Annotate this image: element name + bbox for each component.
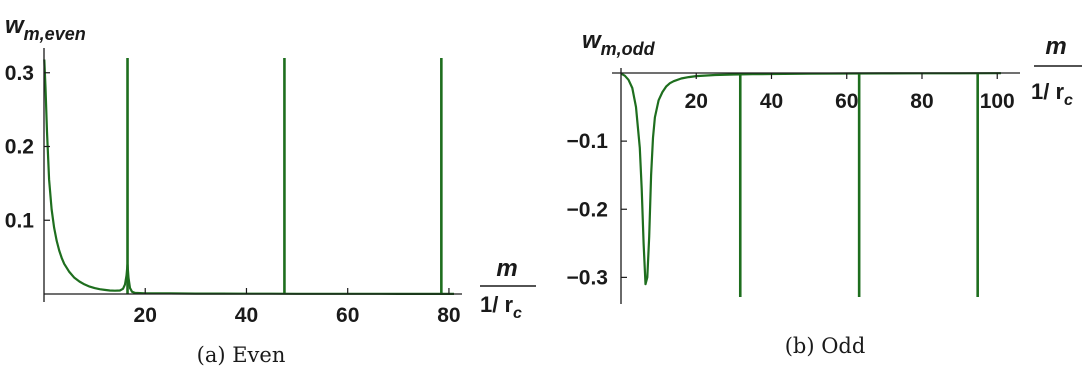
even-series-line xyxy=(43,59,454,295)
odd-x-ticks: 20 40 60 80 100 xyxy=(685,73,1015,113)
even-y-tick-label: 0.1 xyxy=(5,209,35,232)
even-y-axis-label: wm,even xyxy=(5,12,86,44)
even-x-ticks: 20 40 60 80 xyxy=(134,288,461,327)
odd-x-label-numerator: m xyxy=(1045,33,1066,60)
even-caption: (a) Even xyxy=(197,343,286,367)
even-x-label-denominator: 1/ rc xyxy=(480,292,522,322)
even-x-tick-label: 60 xyxy=(336,304,359,327)
odd-y-axis-label: wm,odd xyxy=(582,27,656,59)
odd-y-tick-label: −0.3 xyxy=(567,266,608,289)
even-y-tick-label: 0.2 xyxy=(5,136,34,159)
odd-y-tick-label: −0.1 xyxy=(567,130,609,153)
odd-x-axis-label: m 1/ rc xyxy=(1031,33,1082,109)
even-x-tick-label: 20 xyxy=(134,304,157,327)
even-x-tick-label: 80 xyxy=(437,304,460,327)
even-x-tick-label: 40 xyxy=(235,304,258,327)
odd-chart: 20 40 60 80 100 −0.1−0.2−0.3 wm,odd m 1/ rc … xyxy=(567,27,1082,358)
even-y-ticks: 0.1 0.2 0.3 xyxy=(5,62,50,232)
odd-x-tick-label: 60 xyxy=(835,90,858,113)
odd-y-tick-label: −0.2 xyxy=(567,198,608,221)
even-y-tick-label: 0.3 xyxy=(5,62,34,85)
odd-series-line xyxy=(620,72,1001,286)
even-x-axis-label: m 1/ rc xyxy=(480,255,536,322)
odd-x-tick-label: 80 xyxy=(910,90,933,113)
odd-x-tick-label: 100 xyxy=(980,90,1015,113)
even-plot-area xyxy=(43,58,454,295)
odd-x-tick-label: 20 xyxy=(685,90,708,113)
even-x-label-numerator: m xyxy=(496,255,517,282)
odd-caption: (b) Odd xyxy=(785,334,866,358)
odd-x-label-denominator: 1/ rc xyxy=(1031,79,1073,109)
even-chart: 20 40 60 80 0.1 0.2 0.3 wm,even m 1/ rc (a) E… xyxy=(5,12,536,367)
odd-plot-area xyxy=(620,72,1001,297)
odd-x-tick-label: 40 xyxy=(760,90,783,113)
odd-y-ticks: −0.1 −0.2 −0.3 xyxy=(567,130,627,289)
